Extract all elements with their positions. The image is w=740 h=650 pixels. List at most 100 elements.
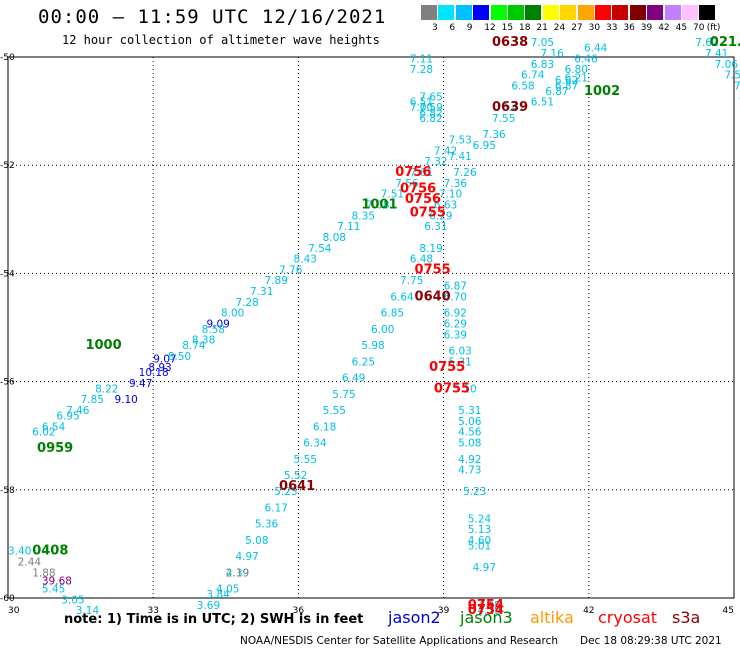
- wave-height-point: 6.49: [342, 373, 365, 385]
- wave-height-point: 3.69: [197, 600, 220, 612]
- wave-height-point: 6.51: [410, 97, 433, 109]
- wave-height-point: 3.05: [61, 594, 84, 606]
- wave-height-point: 4.97: [235, 551, 258, 563]
- wave-height-point: 7.41: [448, 151, 471, 163]
- scale-swatch: [647, 5, 664, 20]
- wave-height-point: 4.73: [458, 465, 481, 477]
- wave-height-point: 5.08: [245, 535, 268, 547]
- scale-label: 45: [675, 23, 688, 33]
- time-label: 0755: [429, 360, 465, 375]
- map-frame: [7, 56, 735, 599]
- scale-label: 15: [501, 23, 514, 33]
- scale-label: 30: [588, 23, 601, 33]
- wave-height-point: 8.74: [182, 340, 206, 352]
- wave-height-point: 7.28: [410, 64, 433, 76]
- wave-height-point: 7.59: [419, 102, 442, 114]
- scale-swatch: [699, 5, 716, 20]
- wave-height-point: 6.02: [32, 427, 55, 439]
- scale-label: 12: [484, 23, 496, 33]
- x-tick-label: 42: [583, 606, 594, 616]
- wave-height-point: 6.29: [429, 210, 452, 222]
- wave-height-point: 5.06: [458, 416, 482, 428]
- wave-height-point: 5.55: [294, 454, 317, 466]
- wave-height-point: 6.46: [574, 53, 598, 65]
- wave-height-point: 6.54: [42, 421, 66, 433]
- wave-height-point: 7.56: [395, 178, 419, 190]
- wave-height-point: 2.19: [226, 567, 249, 579]
- time-label: 0638: [492, 35, 528, 50]
- wave-height-point: 6.63: [434, 199, 457, 211]
- time-label: 0756: [405, 192, 441, 207]
- wave-height-point: 3.14: [76, 605, 100, 617]
- y-tick-label: -54: [0, 269, 15, 279]
- wave-height-point: 6.29: [444, 319, 467, 331]
- time-label: 1001: [361, 197, 397, 212]
- wave-height-point: 6.41: [502, 102, 525, 114]
- wave-height-point: 7.62: [695, 37, 718, 49]
- time-label: 0755: [434, 381, 470, 396]
- wave-height-point: 5.36: [255, 519, 279, 531]
- wave-height-point: 7.41: [705, 48, 728, 60]
- scale-swatch: [473, 5, 490, 20]
- wave-height-point: 7.31: [250, 286, 273, 298]
- wave-height-point: 7.54: [308, 243, 332, 255]
- wave-height-point: 10.18: [139, 367, 169, 379]
- wave-height-point: 6.25: [352, 356, 375, 368]
- scale-label: 21: [536, 23, 548, 33]
- time-label: 0755: [410, 206, 446, 221]
- wave-height-point: 7.08: [366, 199, 389, 211]
- scale-swatch: [508, 5, 524, 20]
- wave-height-point: 7.36: [444, 178, 468, 190]
- wave-height-point: 6.87: [444, 281, 467, 293]
- wave-height-point: 7.06: [715, 59, 739, 71]
- time-label: 0639: [492, 100, 528, 115]
- wave-height-point: 2.44: [18, 557, 42, 569]
- data-points: 10.189.479.109.099.078.936.026.546.957.4…: [8, 37, 740, 617]
- wave-height-point: 7.16: [540, 48, 564, 60]
- scale-swatch: [455, 5, 472, 20]
- wave-height-point: 7.51: [381, 189, 404, 201]
- wave-height-point: 4.60: [468, 535, 491, 547]
- wave-height-point: 5.52: [284, 470, 307, 482]
- axis-ticks: 30 33 36 39 42 45 -50 -52 -54 -56 -58 -60: [0, 53, 734, 616]
- legend-entry-jason2: jason2: [388, 608, 441, 627]
- scale-swatch: [525, 5, 542, 20]
- page-title: 00:00 – 11:59 UTC 12/16/2021: [38, 6, 387, 28]
- scale-swatch: [612, 5, 629, 20]
- wave-height-point: 8.38: [192, 335, 215, 347]
- x-tick-label: 45: [723, 606, 734, 616]
- wave-height-point: 6.18: [313, 421, 336, 433]
- wave-height-point: 6.58: [511, 80, 534, 92]
- wave-height-point: 4.25: [477, 600, 500, 612]
- wave-height-point: 6.83: [531, 59, 554, 71]
- wave-height-point: 9.09: [206, 319, 229, 331]
- wave-height-point: 5.13: [468, 524, 491, 536]
- legend-entry-altika: altika: [530, 608, 574, 627]
- time-label: 0640: [415, 289, 451, 304]
- wave-height-point: 6.82: [419, 108, 442, 120]
- time-label: 1002: [584, 84, 620, 99]
- wave-height-point: 5.31: [448, 356, 471, 368]
- scale-swatch: [682, 5, 698, 20]
- wave-height-point: 6.44: [584, 43, 608, 55]
- wave-height-point: 6.21: [565, 72, 588, 84]
- wave-height-point: 4.92: [458, 454, 481, 466]
- wave-height-point: 7.85: [81, 394, 104, 406]
- scale-label: 9: [466, 23, 473, 33]
- wave-height-point: 8.00: [221, 308, 244, 320]
- wave-height-point: 6.39: [444, 329, 467, 341]
- wave-height-point: 7.51: [734, 80, 740, 92]
- x-tick-label: 33: [147, 606, 158, 616]
- wave-height-point: 6.51: [531, 97, 554, 109]
- wave-height-point: 5.75: [332, 389, 355, 401]
- wave-height-point: 1.88: [32, 567, 55, 579]
- wave-height-point: 7.11: [337, 221, 360, 233]
- time-label: 0756: [400, 181, 436, 196]
- wave-height-point: 6.85: [381, 308, 404, 320]
- wave-height-point: 6.95: [56, 410, 79, 422]
- scale-swatch: [577, 5, 594, 20]
- time-label: 021.1: [710, 35, 740, 50]
- wave-height-point: 7.00: [410, 102, 433, 114]
- wave-height-point: 39.68: [42, 575, 72, 587]
- wave-height-point: 8.43: [294, 254, 317, 266]
